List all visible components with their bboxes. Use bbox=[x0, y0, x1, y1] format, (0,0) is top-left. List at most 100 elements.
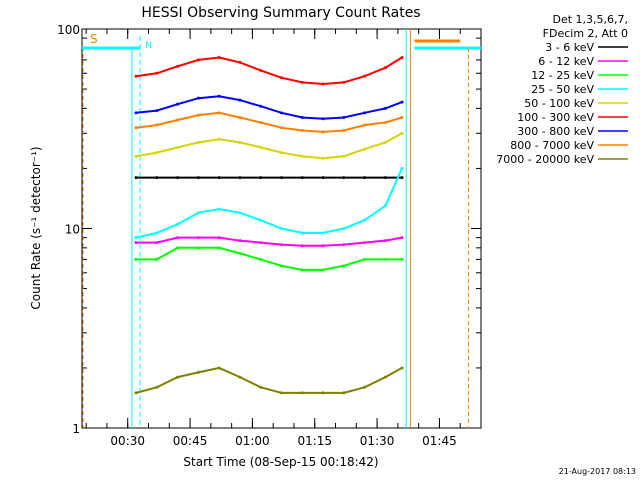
data-point bbox=[217, 137, 221, 141]
x-axis-label: Start Time (08-Sep-15 00:18:42) bbox=[183, 455, 378, 469]
data-point bbox=[363, 111, 367, 115]
data-point bbox=[196, 96, 200, 100]
data-point bbox=[259, 218, 263, 222]
data-point bbox=[238, 140, 242, 144]
data-point bbox=[155, 109, 159, 113]
data-point bbox=[321, 268, 325, 272]
series-line bbox=[135, 56, 403, 86]
data-point bbox=[342, 154, 346, 158]
data-point bbox=[342, 116, 346, 120]
series-line bbox=[135, 132, 403, 160]
x-tick-label: 01:45 bbox=[422, 434, 457, 448]
data-point bbox=[342, 227, 346, 230]
y-axis-label: Count Rate (s⁻¹ detector⁻¹) bbox=[29, 146, 43, 309]
timestamp: 21-Aug-2017 08:13 bbox=[559, 467, 636, 476]
data-point bbox=[155, 123, 159, 127]
data-point bbox=[383, 140, 387, 144]
data-point bbox=[238, 251, 242, 255]
data-point bbox=[238, 116, 242, 120]
data-point bbox=[383, 106, 387, 110]
data-point bbox=[259, 104, 263, 108]
data-point bbox=[176, 375, 180, 379]
data-point bbox=[217, 55, 221, 59]
legend-label: 100 - 300 keV bbox=[517, 111, 594, 124]
data-point bbox=[280, 151, 283, 155]
y-tick-label: 10 bbox=[65, 223, 80, 237]
series-line bbox=[135, 95, 403, 120]
data-point bbox=[217, 207, 221, 211]
data-point bbox=[342, 391, 346, 395]
data-point bbox=[363, 257, 367, 261]
data-point bbox=[238, 211, 242, 215]
saa-annotation-label: S bbox=[90, 32, 98, 46]
data-point bbox=[176, 102, 180, 106]
data-point bbox=[363, 147, 367, 151]
data-point bbox=[134, 154, 138, 158]
data-point bbox=[300, 154, 304, 158]
series-line bbox=[136, 246, 402, 271]
data-point bbox=[196, 140, 200, 144]
data-point bbox=[259, 385, 263, 389]
data-point bbox=[321, 176, 325, 180]
plot-area bbox=[81, 28, 482, 429]
data-point bbox=[342, 128, 346, 132]
data-point bbox=[280, 264, 283, 268]
data-point bbox=[196, 176, 200, 180]
data-point bbox=[300, 244, 304, 248]
series-line bbox=[135, 167, 403, 239]
data-point bbox=[196, 246, 200, 250]
data-point bbox=[300, 391, 304, 395]
y-tick-label: 1 bbox=[72, 422, 80, 436]
data-point bbox=[342, 264, 346, 268]
data-point bbox=[321, 156, 325, 160]
data-point bbox=[196, 211, 200, 215]
night-annotation-label: N bbox=[145, 41, 152, 51]
data-point bbox=[321, 82, 325, 86]
legend-header-line-1: Det 1,3,5,6,7, bbox=[552, 13, 628, 26]
data-point bbox=[217, 236, 221, 240]
series-line bbox=[135, 111, 403, 133]
data-point bbox=[217, 246, 221, 250]
data-point bbox=[155, 151, 159, 155]
data-point bbox=[217, 176, 221, 180]
data-point bbox=[342, 80, 346, 84]
data-point bbox=[363, 385, 367, 389]
data-point bbox=[300, 231, 304, 235]
data-point bbox=[363, 123, 367, 127]
data-point bbox=[238, 176, 242, 180]
data-point bbox=[363, 218, 367, 222]
data-point bbox=[280, 111, 283, 115]
data-point bbox=[383, 375, 387, 379]
data-point bbox=[238, 375, 242, 379]
data-point bbox=[383, 257, 387, 261]
data-point bbox=[342, 176, 346, 180]
data-point bbox=[176, 176, 180, 180]
data-point bbox=[196, 113, 200, 117]
data-point bbox=[363, 241, 367, 245]
data-point bbox=[155, 71, 159, 75]
data-point bbox=[155, 241, 159, 245]
data-point bbox=[400, 236, 404, 240]
x-tick-label: 01:15 bbox=[297, 434, 332, 448]
data-point bbox=[196, 370, 200, 374]
data-point bbox=[400, 366, 404, 370]
legend-label: 12 - 25 keV bbox=[531, 69, 594, 82]
legend-label: 3 - 6 keV bbox=[545, 41, 594, 54]
data-point bbox=[155, 176, 159, 180]
series-line bbox=[135, 366, 403, 394]
data-point bbox=[176, 145, 180, 149]
data-point bbox=[363, 74, 367, 78]
data-point bbox=[134, 74, 138, 78]
data-point bbox=[400, 116, 404, 120]
data-point bbox=[300, 128, 304, 132]
data-point bbox=[383, 176, 387, 180]
data-point bbox=[400, 131, 404, 135]
data-point bbox=[400, 55, 404, 59]
data-point bbox=[155, 231, 159, 235]
data-point bbox=[321, 117, 325, 121]
data-point bbox=[321, 244, 325, 248]
data-point bbox=[259, 176, 263, 180]
data-point bbox=[217, 366, 221, 370]
data-point bbox=[300, 116, 304, 120]
data-point bbox=[134, 236, 138, 240]
